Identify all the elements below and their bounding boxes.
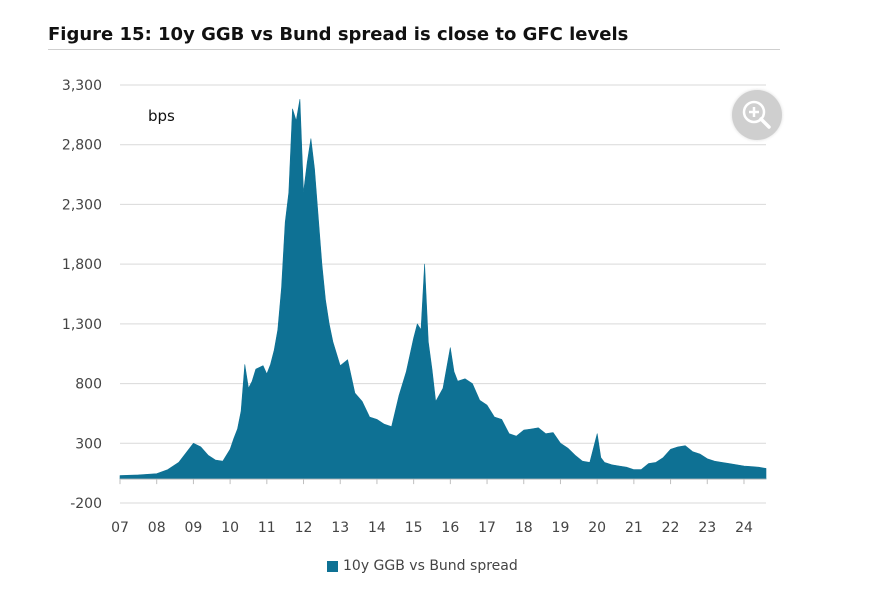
x-tick-label: 14 <box>368 520 386 536</box>
figure-title: Figure 15: 10y GGB vs Bund spread is clo… <box>48 24 629 45</box>
x-tick-label: 18 <box>515 520 533 536</box>
x-tick-label: 10 <box>221 520 239 536</box>
y-tick-label: 1,800 <box>62 257 102 273</box>
x-tick-label: 13 <box>331 520 349 536</box>
x-tick-label: 08 <box>148 520 166 536</box>
x-tick-label: 07 <box>111 520 129 536</box>
axes: -200 300 800 1,300 1,800 2,300 2,800 3,300 07 08 0… <box>62 78 766 536</box>
zoom-button[interactable] <box>732 90 782 140</box>
y-tick-label: 300 <box>75 436 102 452</box>
x-tick-label: 12 <box>295 520 313 536</box>
x-tick-label: 09 <box>184 520 202 536</box>
legend: 10y GGB vs Bund spread <box>327 558 518 574</box>
title-divider <box>48 49 780 50</box>
x-tick-label: 11 <box>258 520 276 536</box>
y-tick-label: 1,300 <box>62 317 102 333</box>
y-tick-label: -200 <box>70 496 102 512</box>
x-tick-label: 19 <box>552 520 570 536</box>
y-tick-label: 2,300 <box>62 197 102 213</box>
x-tick-label: 16 <box>441 520 459 536</box>
x-tick-label: 22 <box>662 520 680 536</box>
series-area-ggb-bund-spread <box>119 99 767 480</box>
y-unit-label: bps <box>148 107 175 125</box>
legend-swatch <box>327 560 338 572</box>
plot-area <box>119 99 767 480</box>
gridlines <box>120 84 766 504</box>
legend-label: 10y GGB vs Bund spread <box>343 558 518 574</box>
y-tick-label: 800 <box>75 377 102 393</box>
x-tick-label: 21 <box>625 520 643 536</box>
y-tick-label: 2,800 <box>62 138 102 154</box>
x-tick-label: 17 <box>478 520 496 536</box>
x-tick-label: 23 <box>698 520 716 536</box>
x-tick-label: 15 <box>405 520 423 536</box>
x-tick-label: 20 <box>588 520 606 536</box>
zoom-in-icon <box>742 100 771 129</box>
x-tick-label: 24 <box>735 520 753 536</box>
y-tick-label: 3,300 <box>62 78 102 94</box>
